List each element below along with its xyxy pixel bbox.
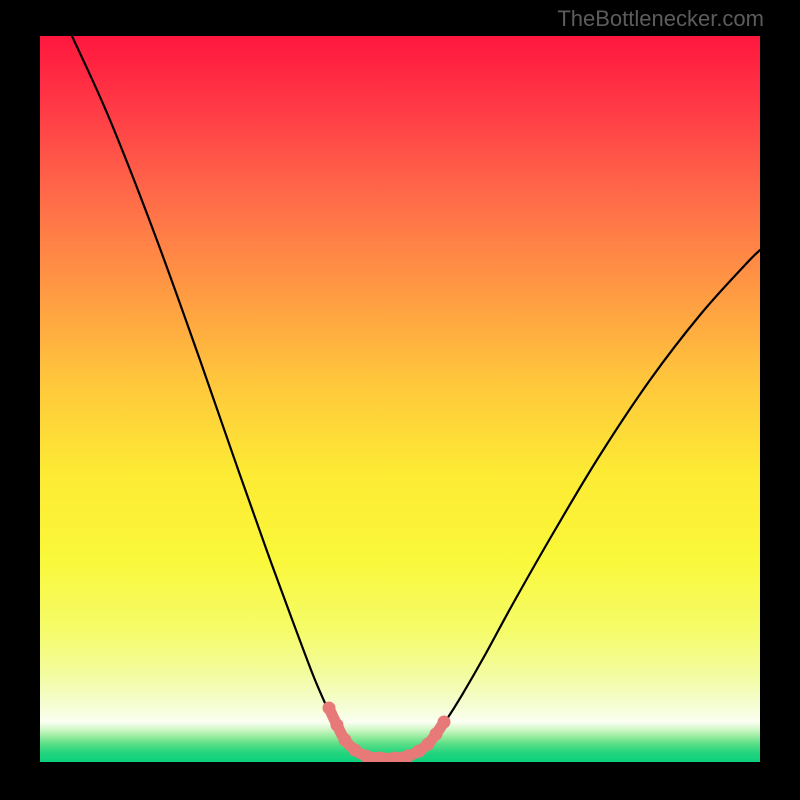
marker-dot — [339, 734, 352, 747]
watermark-label: TheBottlenecker.com — [557, 6, 764, 32]
bottleneck-valley-marker-line — [329, 708, 444, 758]
marker-dot — [349, 744, 362, 757]
marker-dot — [438, 716, 451, 729]
marker-dot — [360, 750, 373, 763]
chart-overlay-svg — [0, 0, 800, 800]
marker-dot — [389, 752, 402, 765]
marker-dot — [374, 752, 387, 765]
marker-dot — [331, 719, 344, 732]
marker-dot — [430, 728, 443, 741]
bottleneck-curve — [72, 36, 760, 758]
chart-stage: TheBottlenecker.com — [0, 0, 800, 800]
marker-dot — [323, 702, 336, 715]
